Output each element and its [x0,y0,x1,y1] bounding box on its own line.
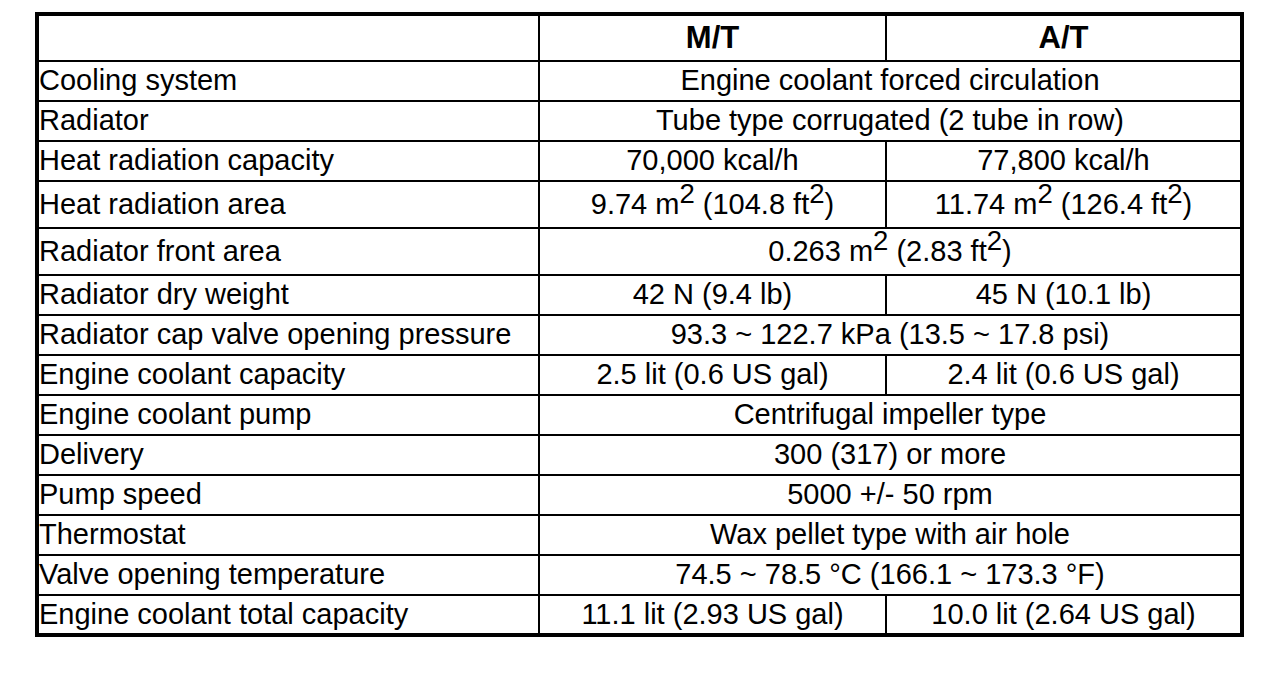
table-row: Heat radiation area9.74 m2 (104.8 ft2)11… [37,181,1242,228]
row-value-mt: 2.5 lit (0.6 US gal) [539,355,886,395]
row-value-mt: 70,000 kcal/h [539,141,886,181]
row-label: Cooling system [37,61,539,101]
row-value-mt: 11.1 lit (2.93 US gal) [539,595,886,635]
cooling-system-spec-table: M/T A/T Cooling systemEngine coolant for… [35,12,1244,637]
row-value-span: 300 (317) or more [539,435,1242,475]
document-page: M/T A/T Cooling systemEngine coolant for… [0,0,1280,700]
table-row: Engine coolant capacity2.5 lit (0.6 US g… [37,355,1242,395]
table-row: ThermostatWax pellet type with air hole [37,515,1242,555]
row-value-span: Tube type corrugated (2 tube in row) [539,101,1242,141]
table-row: Radiator cap valve opening pressure93.3 … [37,315,1242,355]
superscript: 2 [1167,181,1182,209]
row-value-at: 45 N (10.1 lb) [886,275,1242,315]
header-mt-cell: M/T [539,14,886,61]
row-label: Heat radiation area [37,181,539,228]
table-row: Engine coolant pumpCentrifugal impeller … [37,395,1242,435]
table-row: Radiator dry weight42 N (9.4 lb)45 N (10… [37,275,1242,315]
spec-table-container: M/T A/T Cooling systemEngine coolant for… [35,12,1244,637]
row-label: Pump speed [37,475,539,515]
header-blank-cell [37,14,539,61]
table-row: Valve opening temperature74.5 ~ 78.5 °C … [37,555,1242,595]
row-value-mt: 9.74 m2 (104.8 ft2) [539,181,886,228]
row-value-span: Wax pellet type with air hole [539,515,1242,555]
superscript: 2 [873,228,888,256]
row-label: Radiator dry weight [37,275,539,315]
row-value-span: 93.3 ~ 122.7 kPa (13.5 ~ 17.8 psi) [539,315,1242,355]
row-label: Thermostat [37,515,539,555]
header-at-cell: A/T [886,14,1242,61]
row-label: Heat radiation capacity [37,141,539,181]
row-value-at: 2.4 lit (0.6 US gal) [886,355,1242,395]
table-row: Heat radiation capacity70,000 kcal/h77,8… [37,141,1242,181]
table-row: Delivery300 (317) or more [37,435,1242,475]
row-value-mt: 42 N (9.4 lb) [539,275,886,315]
superscript: 2 [987,228,1002,256]
row-value-span: Centrifugal impeller type [539,395,1242,435]
table-row: Engine coolant total capacity11.1 lit (2… [37,595,1242,635]
row-value-at: 10.0 lit (2.64 US gal) [886,595,1242,635]
spec-table-body: Cooling systemEngine coolant forced circ… [37,61,1242,635]
row-label: Radiator cap valve opening pressure [37,315,539,355]
row-label: Engine coolant capacity [37,355,539,395]
header-row: M/T A/T [37,14,1242,61]
row-label: Valve opening temperature [37,555,539,595]
row-label: Radiator [37,101,539,141]
table-row: Radiator front area0.263 m2 (2.83 ft2) [37,228,1242,275]
row-value-span: Engine coolant forced circulation [539,61,1242,101]
superscript: 2 [1037,181,1052,209]
row-label: Radiator front area [37,228,539,275]
row-value-at: 77,800 kcal/h [886,141,1242,181]
superscript: 2 [809,181,824,209]
table-row: RadiatorTube type corrugated (2 tube in … [37,101,1242,141]
row-value-span: 74.5 ~ 78.5 °C (166.1 ~ 173.3 °F) [539,555,1242,595]
row-value-span: 5000 +/- 50 rpm [539,475,1242,515]
row-label: Engine coolant total capacity [37,595,539,635]
superscript: 2 [679,181,694,209]
table-row: Pump speed5000 +/- 50 rpm [37,475,1242,515]
row-label: Engine coolant pump [37,395,539,435]
row-value-span: 0.263 m2 (2.83 ft2) [539,228,1242,275]
spec-table-header: M/T A/T [37,14,1242,61]
table-row: Cooling systemEngine coolant forced circ… [37,61,1242,101]
row-label: Delivery [37,435,539,475]
row-value-at: 11.74 m2 (126.4 ft2) [886,181,1242,228]
